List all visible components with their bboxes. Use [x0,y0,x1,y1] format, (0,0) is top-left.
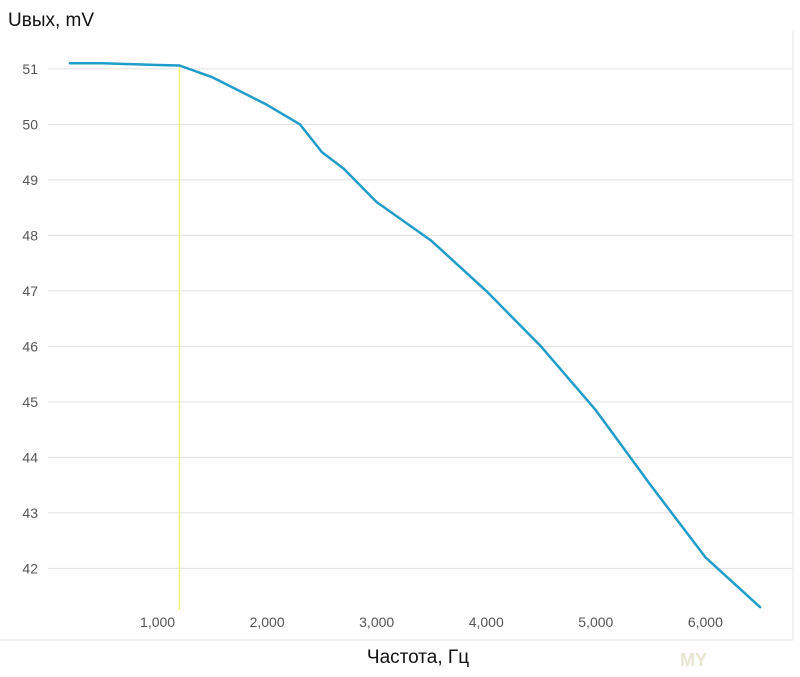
y-axis-title: Uвых, mV [8,10,94,31]
x-tick-label-3000: 3,000 [359,614,394,630]
y-tick-label-44: 44 [22,449,38,465]
x-axis-title: Частота, Гц [367,647,469,668]
series-line-0 [68,62,762,609]
x-tick-labels: 1,000 2,000 3,000 4,000 5,000 6,000 [140,614,723,630]
y-tick-label-47: 47 [22,283,38,299]
x-tick-label-2000: 2,000 [250,614,285,630]
y-tick-label-48: 48 [22,227,38,243]
y-tick-label-50: 50 [22,116,38,132]
y-tick-label-42: 42 [22,560,38,576]
y-tick-label-49: 49 [22,172,38,188]
x-tick-label-6000: 6,000 [688,614,723,630]
grid-layer [48,68,793,569]
x-tick-label-4000: 4,000 [469,614,504,630]
y-tick-labels: 42 43 44 45 46 47 48 49 50 51 [22,61,38,577]
plot-frame [0,30,794,641]
x-tick-label-5000: 5,000 [578,614,613,630]
y-tick-label-43: 43 [22,505,38,521]
x-tick-label-1000: 1,000 [140,614,175,630]
y-tick-label-51: 51 [22,61,38,77]
y-tick-label-45: 45 [22,394,38,410]
watermark-text: MY [680,650,707,670]
y-tick-label-46: 46 [22,338,38,354]
series-layer [68,62,762,609]
